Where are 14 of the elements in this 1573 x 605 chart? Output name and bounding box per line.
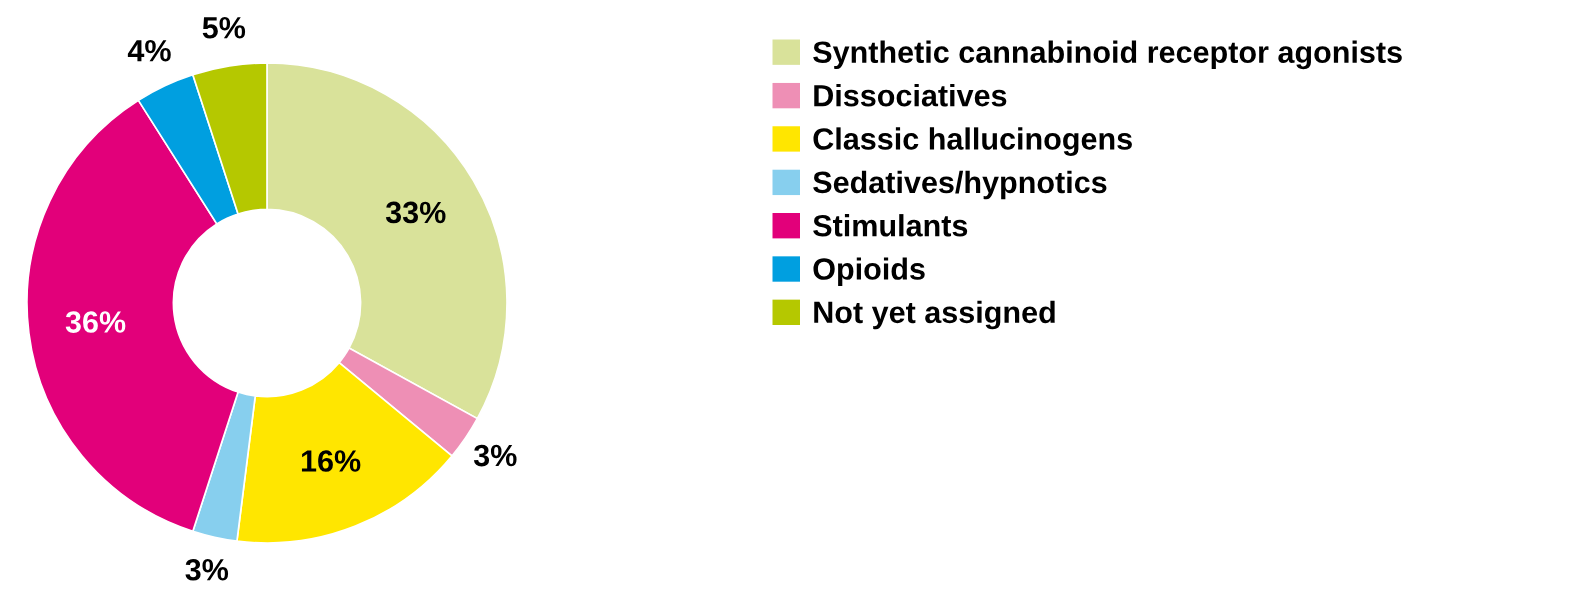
data-label: 5%	[202, 17, 246, 39]
data-label: 16%	[301, 450, 361, 472]
legend-label: Classic hallucinogens	[813, 127, 1132, 156]
legend-label: Synthetic cannabinoid receptor agonists	[813, 40, 1402, 70]
legend-label: Dissociatives	[814, 84, 1007, 107]
data-label: 3%	[473, 444, 517, 467]
data-label: 33%	[385, 201, 446, 224]
legend-label: Sedatives/hypnotics	[813, 170, 1107, 200]
data-label: 36%	[65, 311, 126, 333]
legend-label: Not yet assigned	[814, 300, 1055, 330]
data-label: 3%	[185, 558, 229, 581]
legend-label: Stimulants	[813, 214, 968, 237]
legend-label: Opioids	[813, 257, 925, 286]
data-label: 4%	[127, 39, 171, 62]
